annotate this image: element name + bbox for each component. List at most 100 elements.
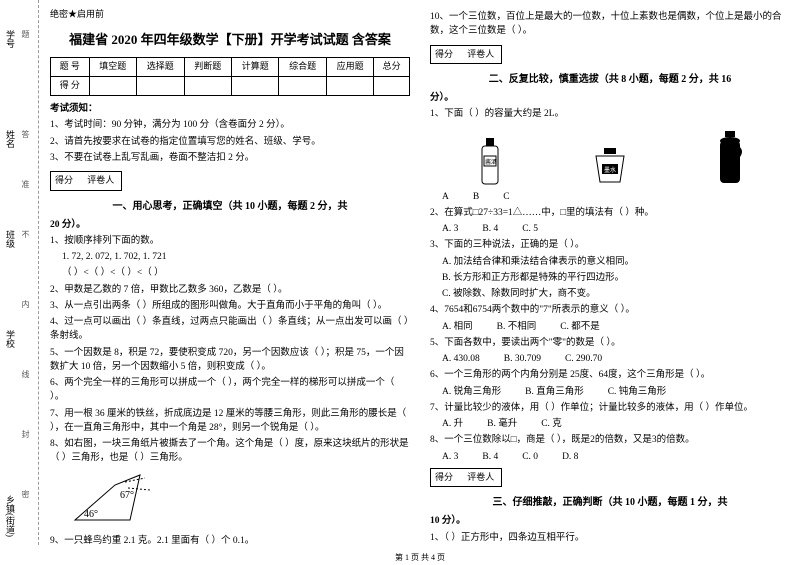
option-labels: A B C — [430, 190, 790, 204]
grader-label: 评卷人 — [87, 174, 117, 188]
q: B. 长方形和正方形都是特殊的平行四边形。 — [430, 271, 790, 285]
opts: A. 3 B. 4 C. 0 D. 8 — [430, 450, 790, 464]
confidential-label: 绝密★启用前 — [50, 8, 410, 22]
q: 1、下面（ ）的容量大约是 2L。 — [430, 107, 790, 121]
opt: B. 4 — [482, 222, 498, 236]
opt: A — [442, 190, 449, 204]
q: A. 加法结合律和乘法结合律表示的意义相同。 — [430, 255, 790, 269]
opt: A. 3 — [442, 450, 458, 464]
triangle-figure: 67° 46° — [70, 470, 410, 530]
notice-heading: 考试须知： — [50, 102, 410, 116]
right-column: 10、一个三位数，百位上是最大的一位数，十位上素数也是偶数，个位上是最小的合数，… — [420, 0, 800, 545]
notice-item: 1、考试时间：90 分钟，满分为 100 分（含卷面分 2 分）。 — [50, 118, 410, 132]
opt: C. 都不是 — [560, 320, 600, 334]
seal-mark: 准 — [20, 180, 31, 188]
score-label: 得分 — [435, 471, 465, 485]
thermos-icon — [705, 126, 755, 186]
q: 6、两个完全一样的三角形可以拼成一个（ ），两个完全一样的梯形可以拼成一个（ ）… — [50, 376, 410, 405]
opts: A. 升 B. 毫升 C. 克 — [430, 417, 790, 431]
section2-heading2: 分）。 — [430, 91, 790, 105]
page-content: 绝密★启用前 福建省 2020 年四年级数学【下册】开学考试试题 含答案 题 号… — [40, 0, 800, 545]
th: 选择题 — [137, 58, 184, 77]
opt: B. 毫升 — [487, 417, 517, 431]
th: 综合题 — [279, 58, 326, 77]
opt: A. 锐角三角形 — [442, 385, 501, 399]
q: 1、（ ）正方形中，四条边互相平行。 — [430, 531, 790, 545]
opts: A. 3 B. 4 C. 5 — [430, 222, 790, 236]
section1-heading2: 20 分）。 — [50, 218, 410, 232]
th: 题 号 — [51, 58, 90, 77]
svg-text:墨水: 墨水 — [604, 166, 616, 174]
opt: A. 相同 — [442, 320, 473, 334]
seal-mark: 题 — [20, 30, 31, 38]
q: 7、用一根 36 厘米的铁丝，折成底边是 12 厘米的等腰三角形，则此三角形的腰… — [50, 407, 410, 436]
opt: C — [503, 190, 509, 204]
th: 判断题 — [184, 58, 231, 77]
section3-heading2: 10 分）。 — [430, 514, 790, 528]
q: 2、在算式□27÷33=1△……中，□里的填法有（ ）种。 — [430, 206, 790, 220]
q: 4、7654和6754两个数中的"7"所表示的意义（ ）。 — [430, 303, 790, 317]
opt: C. 钝角三角形 — [608, 385, 667, 399]
side-label: 乡镇(街道) — [4, 495, 17, 537]
q: （ ）<（ ）<（ ）<（ ） — [50, 266, 410, 280]
exam-title: 福建省 2020 年四年级数学【下册】开学考试试题 含答案 — [50, 30, 410, 50]
section2-heading: 二、反复比较，慎重选拔（共 8 小题，每题 2 分，共 16 — [430, 72, 790, 87]
side-label: 学号 — [4, 30, 17, 48]
opt: B. 直角三角形 — [525, 385, 584, 399]
q: 9、一只蜂鸟约重 2.1 克。2.1 里面有（ ）个 0.1。 — [50, 534, 410, 548]
left-column: 绝密★启用前 福建省 2020 年四年级数学【下册】开学考试试题 含答案 题 号… — [40, 0, 420, 545]
th: 总分 — [374, 58, 410, 77]
opt: B — [473, 190, 479, 204]
q: 8、如右图，一块三角纸片被撕去了一个角。这个角是（ ）度，原来这块纸片的形状是（… — [50, 437, 410, 466]
notice-item: 2、请首先按要求在试卷的指定位置填写您的姓名、班级、学号。 — [50, 135, 410, 149]
grader-label: 评卷人 — [467, 471, 497, 485]
opts: A. 430.08 B. 30.709 C. 290.70 — [430, 352, 790, 366]
score-label: 得分 — [55, 174, 85, 188]
opts: A. 锐角三角形 B. 直角三角形 C. 钝角三角形 — [430, 385, 790, 399]
opt: C. 克 — [541, 417, 562, 431]
q: 8、一个三位数除以□，商是（ ），既是2的倍数，又是3的倍数。 — [430, 433, 790, 447]
q: 3、从一点引出两条（ ）所组成的图形叫做角。大于直角而小于平角的角叫（ ）。 — [50, 299, 410, 313]
section3-heading: 三、仔细推敲，正确判断（共 10 小题，每题 1 分，共 — [430, 495, 790, 510]
illustration-row: 酱酒 墨水 — [430, 126, 790, 186]
svg-text:67°: 67° — [120, 490, 134, 501]
seal-mark: 封 — [20, 430, 31, 438]
th: 计算题 — [231, 58, 278, 77]
q: C. 被除数、除数同时扩大，商不变。 — [430, 287, 790, 301]
seal-mark: 不 — [20, 230, 31, 238]
score-table: 题 号 填空题 选择题 判断题 计算题 综合题 应用题 总分 得 分 — [50, 57, 410, 96]
opt: C. 290.70 — [565, 352, 602, 366]
q: 5、下面各数中，要读出两个"零"的数是（ ）。 — [430, 336, 790, 350]
opt: C. 5 — [522, 222, 538, 236]
side-label: 学校 — [4, 330, 17, 348]
grader-label: 评卷人 — [467, 48, 497, 62]
q: 1、按顺序排列下面的数。 — [50, 234, 410, 248]
seal-mark: 答 — [20, 130, 31, 138]
q: 7、计量比较少的液体，用（ ）作单位；计量比较多的液体，用（ ）作单位。 — [430, 401, 790, 415]
score-label: 得分 — [435, 48, 465, 62]
grader-box: 得分 评卷人 — [430, 468, 502, 488]
bottle-icon: 酱酒 — [465, 126, 515, 186]
th: 填空题 — [89, 58, 136, 77]
side-label: 班级 — [4, 230, 17, 248]
q: 1. 72, 2. 072, 1. 702, 1. 721 — [50, 250, 410, 264]
opt: A. 3 — [442, 222, 458, 236]
ink-bottle-icon: 墨水 — [585, 126, 635, 186]
side-label: 姓名 — [4, 130, 17, 148]
opt: B. 不相同 — [497, 320, 537, 334]
th: 应用题 — [326, 58, 373, 77]
q: 2、甲数是乙数的 7 倍，甲数比乙数多 360，乙数是（ ）。 — [50, 283, 410, 297]
svg-text:酱酒: 酱酒 — [485, 158, 497, 166]
q: 5、一个因数是 8，积是 72，要使积变成 720，另一个因数应该（ ）；积是 … — [50, 346, 410, 375]
opt: B. 30.709 — [504, 352, 541, 366]
grader-box: 得分 评卷人 — [430, 45, 502, 65]
seal-mark: 内 — [20, 300, 31, 308]
seal-mark: 线 — [20, 370, 31, 378]
seal-mark: 密 — [20, 490, 31, 498]
row-label: 得 分 — [51, 77, 90, 96]
section1-heading: 一、用心思考，正确填空（共 10 小题，每题 2 分，共 — [50, 199, 410, 214]
q: 3、下面的三种说法，正确的是（ ）。 — [430, 238, 790, 252]
svg-text:46°: 46° — [84, 509, 98, 520]
binding-margin: 学号 姓名 班级 学校 乡镇(街道) 题 答 准 不 内 线 封 密 — [0, 0, 39, 545]
opt: A. 430.08 — [442, 352, 480, 366]
